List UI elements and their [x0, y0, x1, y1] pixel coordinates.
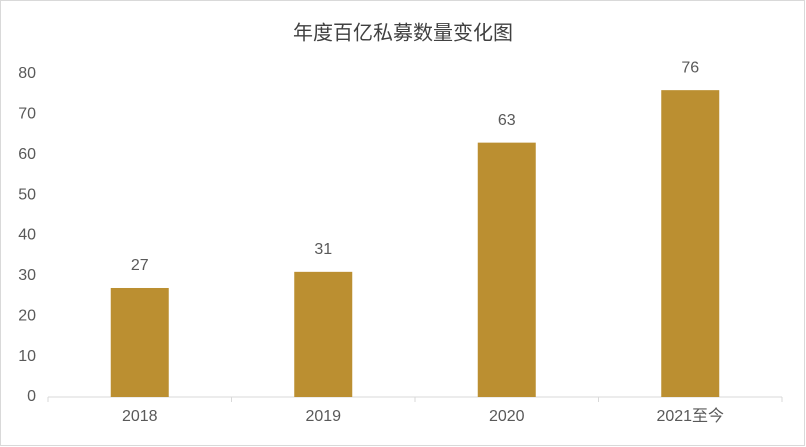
y-tick-label: 70 [18, 106, 36, 123]
bar [294, 271, 353, 397]
y-tick-label: 50 [18, 186, 36, 203]
x-tick-label: 2020 [489, 408, 525, 425]
data-label: 63 [498, 112, 516, 129]
x-tick-label: 2021至今 [656, 407, 724, 425]
bar [661, 90, 720, 398]
data-label: 31 [314, 241, 332, 258]
y-tick-label: 80 [18, 65, 36, 82]
y-tick-label: 10 [18, 348, 36, 365]
bar [110, 287, 169, 397]
y-tick-label: 40 [18, 227, 36, 244]
bar [477, 142, 536, 397]
y-tick-label: 30 [18, 267, 36, 284]
x-tick-label: 2019 [305, 408, 341, 425]
chart-title: 年度百亿私募数量变化图 [293, 21, 513, 44]
y-tick-label: 0 [27, 388, 36, 405]
data-label: 27 [131, 257, 149, 274]
data-label: 76 [681, 59, 699, 76]
x-tick-label: 2018 [122, 408, 158, 425]
y-tick-label: 60 [18, 146, 36, 163]
y-tick-label: 20 [18, 307, 36, 324]
